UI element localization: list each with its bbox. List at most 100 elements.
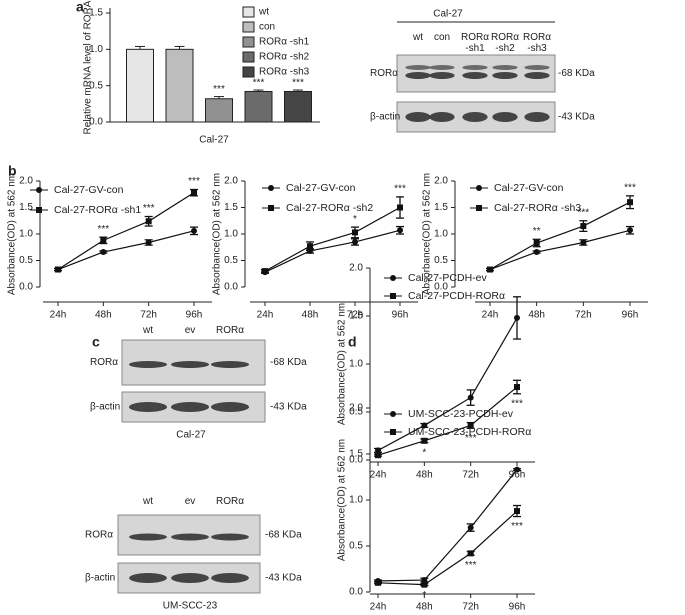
y-tick-label: 0.5	[89, 80, 103, 91]
legend-label: Cal-27-PCDH-RORα	[408, 290, 505, 302]
bar	[205, 98, 233, 123]
legend-label: RORα -sh1	[259, 37, 310, 48]
x-tick-label: 72h	[140, 310, 157, 321]
lane-label: con	[433, 32, 451, 43]
marker	[191, 227, 197, 234]
marker	[268, 185, 274, 191]
band	[129, 533, 167, 541]
marker	[145, 239, 152, 246]
band	[171, 533, 209, 541]
lane-label: wt	[413, 32, 423, 43]
significance: *	[422, 447, 426, 458]
lane-label: ev	[184, 496, 196, 507]
x-tick-label: 48h	[302, 310, 319, 321]
lane-label: wt	[143, 496, 153, 507]
blot-size-label: -43 KDa	[265, 573, 302, 584]
marker	[307, 243, 313, 250]
panel-label: d	[348, 334, 357, 350]
y-tick-label: 1.5	[224, 202, 238, 213]
blot-size-label: -68 KDa	[270, 357, 307, 368]
y-tick-label: 0.0	[224, 282, 238, 293]
marker	[476, 205, 482, 211]
blot-row-label: β-actin	[85, 573, 115, 584]
bar	[244, 90, 273, 123]
marker	[533, 240, 540, 247]
marker	[390, 293, 396, 299]
blot-row-label: RORα	[85, 530, 113, 541]
blot-title: Cal-27	[433, 9, 463, 20]
x-axis-label: Cal-27	[199, 135, 229, 146]
x-tick-label: 72h	[462, 470, 479, 481]
marker	[514, 314, 520, 321]
legend-label: RORα -sh2	[259, 52, 310, 63]
marker	[352, 238, 358, 245]
band	[429, 65, 455, 70]
y-tick-label: 0.5	[19, 255, 33, 266]
blot-row-label: RORα	[90, 357, 118, 368]
band	[170, 402, 210, 412]
panel-label: a	[76, 0, 84, 15]
panel-label: b	[8, 163, 17, 179]
y-tick-label: 0.5	[349, 407, 363, 418]
significance: *	[353, 214, 357, 225]
band	[210, 361, 250, 368]
bar	[126, 48, 154, 123]
blot-caption: UM-SCC-23	[163, 601, 218, 612]
band	[492, 65, 518, 70]
legend-label: wt	[258, 7, 269, 18]
y-tick-label: 0.0	[434, 282, 448, 293]
marker	[421, 577, 428, 584]
x-tick-label: 48h	[95, 310, 112, 321]
marker	[533, 249, 540, 256]
band	[129, 573, 167, 583]
marker	[397, 227, 403, 234]
legend-label: RORα -sh3	[259, 67, 310, 78]
series-line	[489, 201, 631, 271]
x-tick-label: 48h	[416, 470, 433, 481]
x-tick-label: 24h	[482, 310, 499, 321]
x-tick-label: 96h	[509, 602, 526, 613]
legend-swatch	[242, 6, 255, 18]
marker	[627, 227, 633, 234]
y-tick-label: 0.0	[19, 282, 33, 293]
lane-label: ev	[184, 325, 196, 336]
lane-label: RORα -sh3	[522, 32, 551, 54]
legend-swatch	[242, 66, 255, 78]
y-tick-label: 1.0	[434, 229, 448, 240]
y-tick-label: 2.0	[349, 263, 363, 274]
band	[524, 112, 550, 122]
legend-swatch	[242, 36, 255, 48]
band	[492, 112, 518, 122]
band	[462, 65, 488, 70]
band	[128, 361, 168, 368]
marker	[467, 422, 474, 429]
band	[524, 65, 550, 70]
lane-label: RORα	[215, 325, 244, 336]
marker	[390, 275, 396, 281]
marker	[421, 581, 428, 588]
marker	[397, 204, 403, 211]
y-tick-label: 0.5	[349, 541, 363, 552]
x-tick-label: 48h	[528, 310, 545, 321]
y-tick-label: 0.0	[89, 117, 103, 128]
legend-label: Cal-27-RORα -sh3	[494, 202, 581, 214]
legend-label: Cal-27-RORα -sh2	[286, 202, 373, 214]
marker	[514, 384, 520, 391]
lane-label: RORα -sh1	[460, 32, 489, 54]
y-axis-label: Absorbance(OD) at 562 nm	[337, 303, 348, 425]
blot-row-label: β-actin	[370, 112, 400, 123]
marker	[100, 249, 107, 256]
band	[211, 573, 249, 583]
y-tick-label: 1.5	[349, 449, 363, 460]
lane-label: wt	[143, 325, 153, 336]
y-tick-label: 0.0	[349, 455, 363, 466]
marker	[55, 266, 61, 273]
legend-label: Cal-27-GV-con	[54, 184, 124, 196]
y-tick-label: 1.0	[349, 359, 363, 370]
band	[211, 533, 249, 541]
marker	[467, 550, 474, 557]
bar	[165, 48, 194, 123]
significance: *	[422, 590, 426, 601]
marker	[36, 187, 42, 193]
